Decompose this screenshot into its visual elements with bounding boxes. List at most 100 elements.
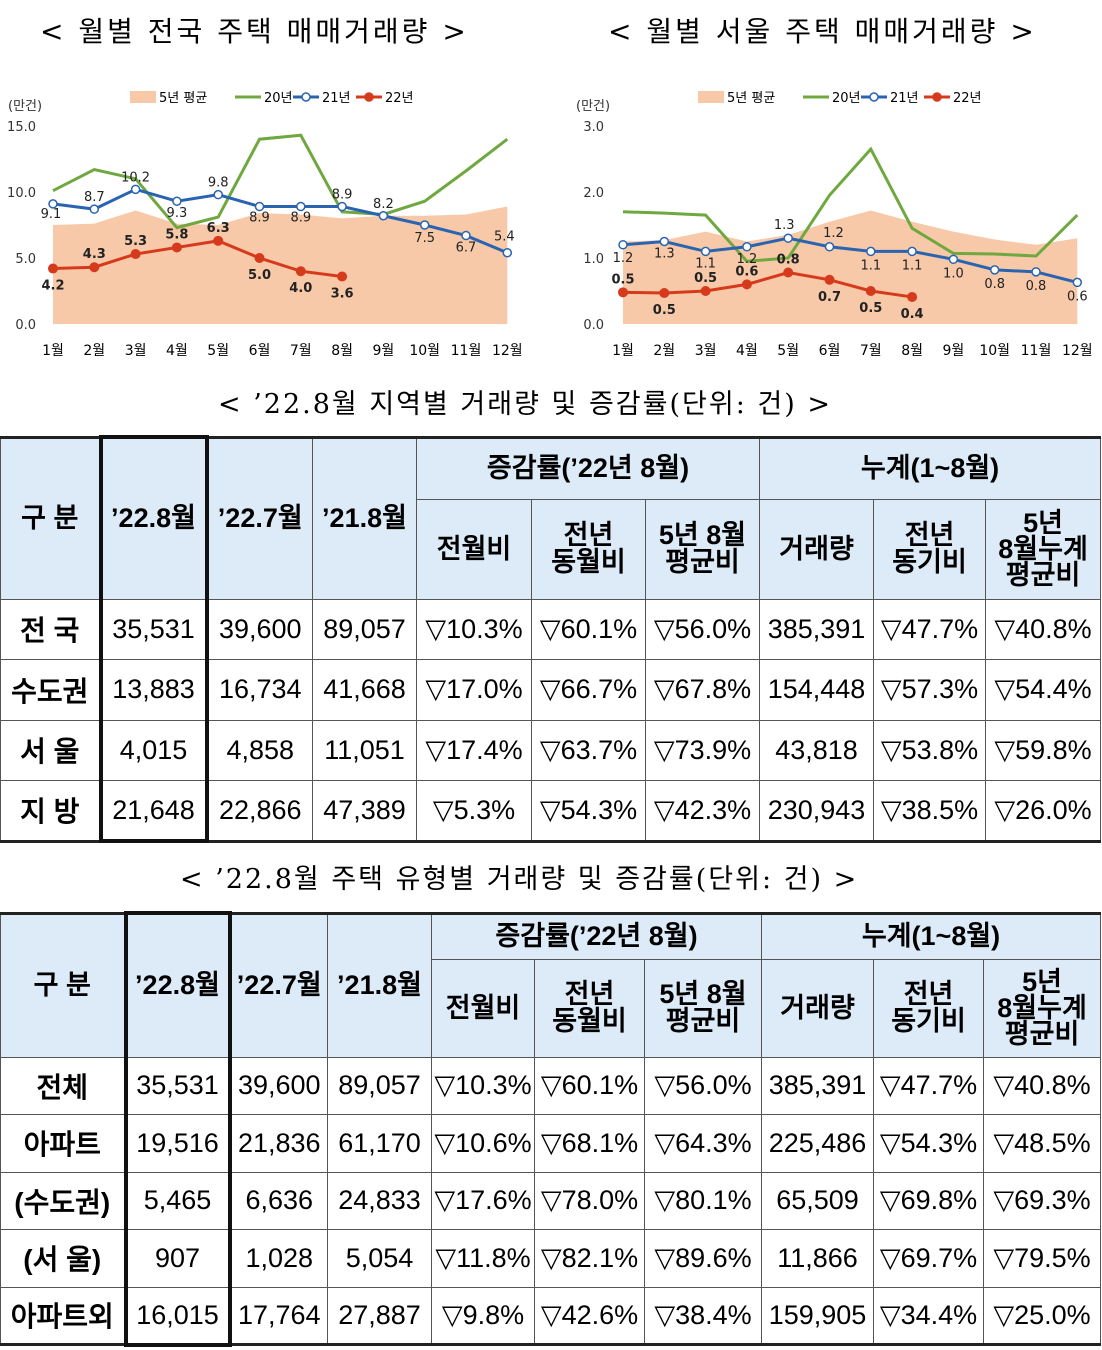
table-cell: 16,734 xyxy=(206,659,313,721)
data-label: 6.3 xyxy=(207,221,230,236)
table-cell: 35,531 xyxy=(98,598,209,660)
data-label: 0.4 xyxy=(901,307,924,322)
table-row: 아파트 19,516 21,836 61,170 ▽10.6% ▽68.1% ▽64.3% 2… xyxy=(0,1114,1102,1173)
header-change-rate: 증감률(’22년 8월) xyxy=(430,912,763,960)
row-label: 전 국 xyxy=(0,598,103,660)
x-tick-label: 3월 xyxy=(695,343,717,359)
data-label: 4.3 xyxy=(83,247,106,262)
table-row: 아파트외 16,015 17,764 27,887 ▽9.8% ▽42.6% ▽38.4% 1… xyxy=(0,1286,1102,1347)
legend-label: 20년 xyxy=(832,91,861,106)
x-tick-label: 5월 xyxy=(777,343,799,359)
data-label: 0.8 xyxy=(984,277,1005,292)
series-line-1 xyxy=(622,146,1079,263)
x-tick-label: 2월 xyxy=(653,343,675,359)
table-cell: 5,465 xyxy=(123,1171,232,1230)
table-cell: 89,057 xyxy=(327,1056,432,1115)
data-point xyxy=(130,249,141,260)
header-yoy: 전년 동월비 xyxy=(531,498,646,600)
data-label: 0.5 xyxy=(859,301,882,316)
data-label: 1.2 xyxy=(737,252,758,267)
series-line-2 xyxy=(52,187,508,255)
x-tick-label: 7월 xyxy=(860,343,882,359)
legend-label: 22년 xyxy=(953,91,982,106)
table-cell: 385,391 xyxy=(759,598,875,660)
data-label: 9.3 xyxy=(167,206,188,221)
table-cell: 4,015 xyxy=(98,719,209,781)
legend-marker xyxy=(869,92,879,102)
table-cell: ▽38.5% xyxy=(873,780,987,842)
header-2207: ’22.7월 xyxy=(229,912,328,1058)
legend-label: 21년 xyxy=(890,91,919,106)
data-label: 1.2 xyxy=(823,226,844,241)
y-tick-label: 3.0 xyxy=(583,120,604,135)
table-cell: 11,051 xyxy=(312,719,417,781)
table-cell: 41,668 xyxy=(312,659,417,721)
table-cell: ▽53.8% xyxy=(873,719,987,781)
header-2208: ’22.8월 xyxy=(123,911,232,1058)
table-cell: ▽80.1% xyxy=(643,1171,763,1230)
row-label: (서 울) xyxy=(0,1229,128,1288)
legend-label: 20년 xyxy=(264,91,293,106)
table-cell: 4,858 xyxy=(206,719,313,781)
table-row: 지 방 21,648 22,866 47,389 ▽5.3% ▽54.3% ▽42.3% 23… xyxy=(0,780,1102,843)
table-cell: ▽5.3% xyxy=(416,780,532,842)
data-point xyxy=(783,267,794,278)
x-tick-label: 9월 xyxy=(373,343,395,359)
data-point xyxy=(700,246,711,257)
header-ytd-yoy: 전년 동기비 xyxy=(873,958,985,1058)
table-cell: ▽56.0% xyxy=(644,598,761,660)
data-label: 0.5 xyxy=(694,271,717,286)
data-label: 0.8 xyxy=(777,253,800,268)
x-tick-label: 6월 xyxy=(249,343,271,359)
table-cell: ▽47.7% xyxy=(873,598,987,660)
x-tick-label: 8월 xyxy=(331,343,353,359)
header-2108: ’21.8월 xyxy=(327,912,432,1058)
data-point xyxy=(502,247,513,258)
x-tick-label: 10월 xyxy=(409,343,440,359)
data-point xyxy=(130,184,141,195)
header-gubun: 구 분 xyxy=(0,436,103,600)
data-label: 1.1 xyxy=(860,258,881,273)
table-cell: ▽68.1% xyxy=(534,1114,645,1173)
table-cell: 17,764 xyxy=(229,1286,328,1345)
data-point xyxy=(461,230,471,241)
data-label: 8.9 xyxy=(249,211,270,226)
table-cell: ▽38.4% xyxy=(643,1286,763,1345)
table-cell: 61,170 xyxy=(327,1114,432,1173)
row-label: 서 울 xyxy=(0,719,103,781)
row-label: 지 방 xyxy=(0,780,103,842)
series-line-1 xyxy=(52,133,509,230)
table-cell: 35,531 xyxy=(123,1056,232,1115)
data-label: 0.5 xyxy=(653,303,676,318)
data-point xyxy=(659,236,670,247)
table-cell: ▽82.1% xyxy=(534,1229,645,1288)
data-label: 0.7 xyxy=(818,290,841,305)
header-volume: 거래량 xyxy=(761,958,875,1058)
data-label: 8.9 xyxy=(290,211,311,226)
table-cell: ▽17.6% xyxy=(431,1171,535,1230)
series-line-3 xyxy=(622,270,913,299)
data-label: 5.0 xyxy=(248,268,271,283)
table-cell: ▽40.8% xyxy=(985,598,1102,660)
regional-volume-table: 구 분 ’22.8월 ’22.7월 ’21.8월 증감률(’22년 8월) 누계… xyxy=(0,435,1102,843)
data-label: 1.3 xyxy=(654,247,675,262)
y-tick-label: 1.0 xyxy=(583,252,604,267)
legend-marker xyxy=(364,92,374,102)
data-point xyxy=(989,265,1000,275)
table-cell: 22,866 xyxy=(206,780,313,842)
data-point xyxy=(866,246,876,257)
data-point xyxy=(1072,277,1083,288)
header-2108: ’21.8월 xyxy=(312,436,417,600)
table-cell: ▽54.3% xyxy=(873,1114,985,1173)
data-point xyxy=(213,189,223,200)
series-area-5yr-avg xyxy=(623,210,1078,324)
data-point xyxy=(907,291,918,302)
data-label: 5.4 xyxy=(494,230,515,245)
x-tick-label: 9월 xyxy=(943,343,965,359)
data-label: 0.6 xyxy=(1067,289,1088,304)
table-row: 전 국 35,531 39,600 89,057 ▽10.3% ▽60.1% ▽56.0% 3… xyxy=(0,598,1102,660)
data-label: 3.6 xyxy=(331,286,354,301)
data-point xyxy=(659,287,670,298)
table-cell: 230,943 xyxy=(759,780,875,842)
x-tick-label: 5월 xyxy=(207,343,229,359)
